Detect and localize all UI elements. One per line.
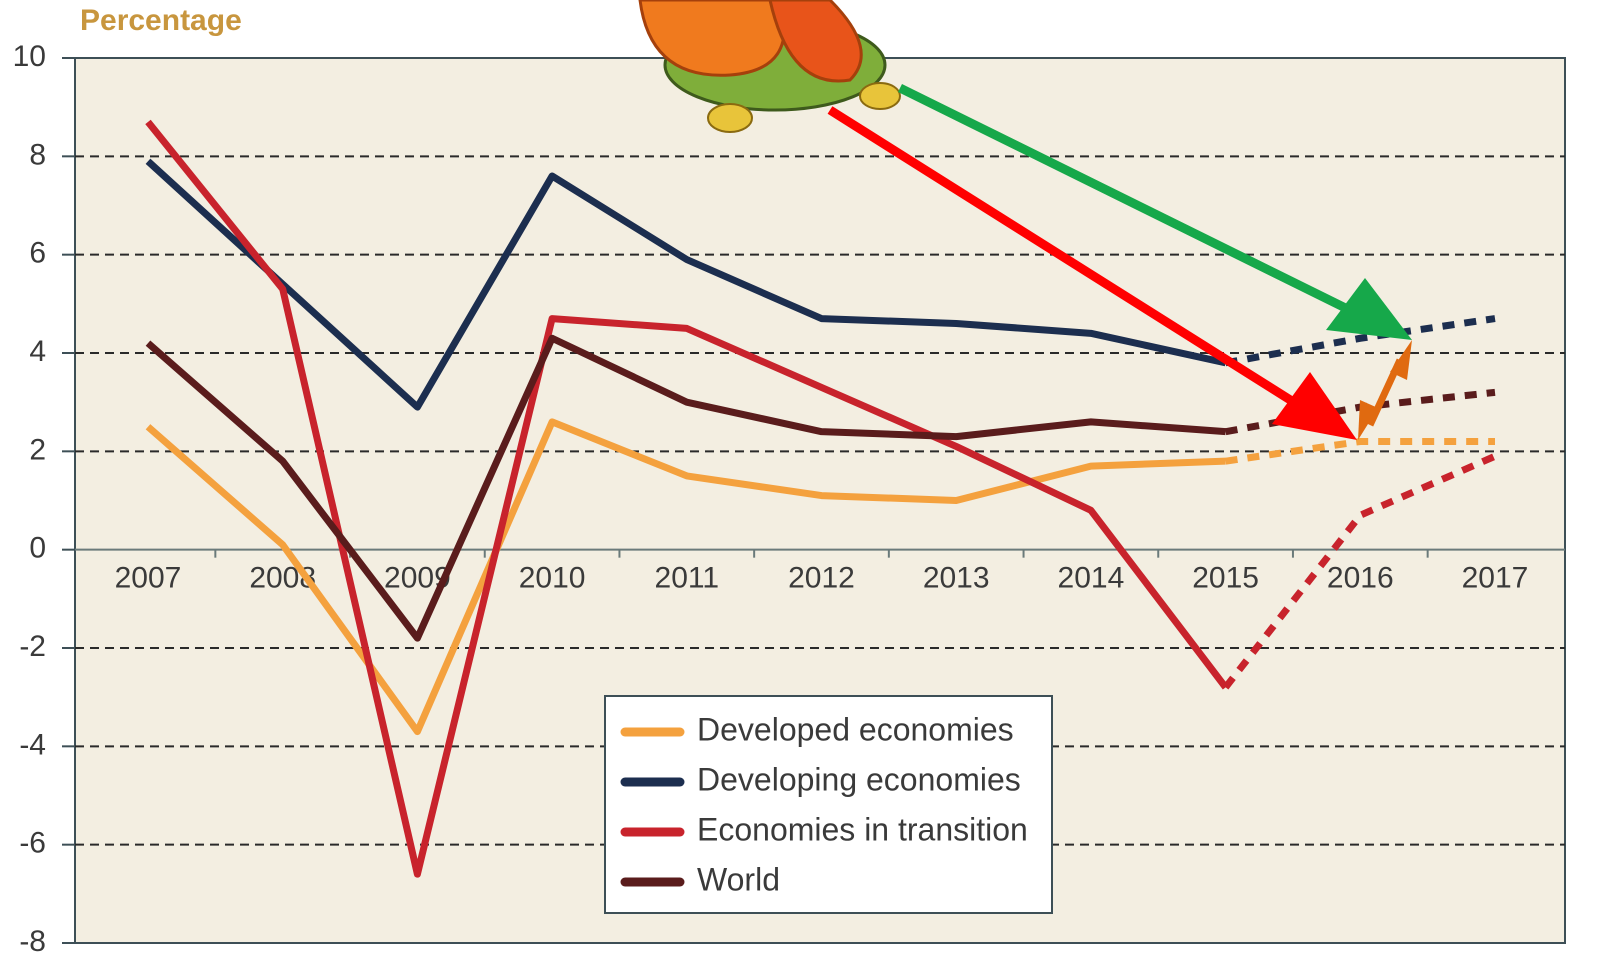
y-tick-label: 6 bbox=[29, 237, 46, 270]
series-line bbox=[145, 158, 1227, 411]
legend-entries: Developed economies Developing economies E… bbox=[620, 711, 1028, 897]
series-line bbox=[1222, 453, 1497, 690]
legend-label: World bbox=[697, 861, 780, 897]
y-tick-label: 2 bbox=[29, 433, 46, 466]
x-tick-label: 2010 bbox=[519, 562, 586, 595]
series-line bbox=[145, 418, 1226, 736]
series-line bbox=[1225, 438, 1495, 465]
x-tick-label: 2007 bbox=[115, 562, 182, 595]
y-tick-label: -6 bbox=[19, 827, 46, 860]
x-tick-label: 2013 bbox=[923, 562, 990, 595]
legend-label: Economies in transition bbox=[697, 811, 1028, 847]
y-tick-label: -2 bbox=[19, 630, 46, 663]
x-tick-label: 2014 bbox=[1058, 562, 1125, 595]
x-tick-label: 2012 bbox=[788, 562, 855, 595]
y-tick-label: 8 bbox=[29, 138, 46, 171]
legend-label: Developing economies bbox=[697, 761, 1021, 797]
annotation-arrows bbox=[827, 83, 1412, 440]
y-tick-label: 10 bbox=[13, 40, 46, 73]
legend-label: Developed economies bbox=[697, 711, 1014, 747]
x-tick-label: 2015 bbox=[1192, 562, 1259, 595]
x-tick-label: 2016 bbox=[1327, 562, 1394, 595]
y-axis-label: Percentage bbox=[80, 4, 242, 37]
series-line bbox=[1224, 315, 1496, 367]
mascot bbox=[638, 0, 901, 133]
series-line bbox=[145, 119, 1229, 878]
y-tick-label: 0 bbox=[29, 532, 46, 565]
x-tick-label: 2011 bbox=[655, 562, 720, 595]
y-tick-label: -4 bbox=[19, 728, 46, 761]
series-line bbox=[145, 334, 1226, 642]
lines bbox=[145, 119, 1497, 878]
y-tick-label: -8 bbox=[19, 925, 46, 958]
y-tick-label: 4 bbox=[29, 335, 46, 368]
x-tick-label: 2017 bbox=[1462, 562, 1529, 595]
